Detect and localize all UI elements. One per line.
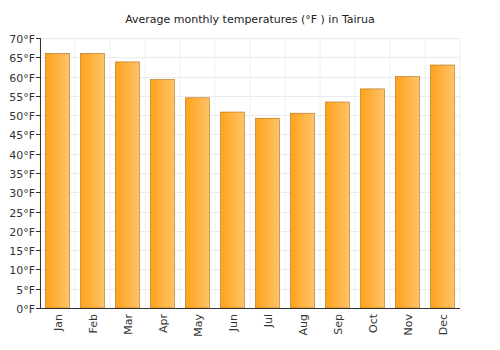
y-axis: [40, 38, 41, 308]
y-tick-label: 30°F: [9, 187, 35, 200]
y-tick-label: 35°F: [9, 168, 35, 181]
y-tick-label: 5°F: [16, 284, 35, 297]
y-tick-label: 20°F: [9, 226, 35, 239]
y-tick-label: 55°F: [9, 91, 35, 104]
y-tick: [36, 308, 40, 309]
x-tick-label: Jun: [227, 314, 240, 332]
x-tick-label: Apr: [157, 314, 170, 334]
x-tick-label: Jul: [262, 314, 275, 328]
bar: [326, 102, 350, 308]
y-tick: [36, 57, 40, 58]
y-tick-label: 10°F: [9, 264, 35, 277]
y-tick-label: 65°F: [9, 52, 35, 65]
y-tick: [36, 173, 40, 174]
x-tick-label: Feb: [87, 314, 100, 333]
x-tick-label: Mar: [122, 314, 135, 335]
y-tick: [36, 154, 40, 155]
bar: [46, 53, 70, 308]
x-tick-label: Aug: [297, 314, 310, 335]
bars: [46, 53, 455, 308]
y-tick-label: 0°F: [16, 303, 35, 316]
y-tick: [36, 250, 40, 251]
y-tick: [36, 231, 40, 232]
bar: [431, 65, 455, 308]
bar: [116, 62, 140, 308]
y-tick: [36, 38, 40, 39]
y-tick-label: 45°F: [9, 129, 35, 142]
bar: [396, 77, 420, 308]
x-tick-label: Dec: [437, 314, 450, 335]
y-tick-label: 15°F: [9, 245, 35, 258]
y-tick: [36, 77, 40, 78]
y-tick: [36, 134, 40, 135]
x-axis: [40, 308, 460, 309]
y-tick-label: 70°F: [9, 33, 35, 46]
grid-line: [40, 38, 460, 39]
bar: [256, 118, 280, 308]
y-tick: [36, 192, 40, 193]
x-tick-label: Nov: [402, 314, 415, 336]
x-tick-label: Jan: [52, 314, 65, 332]
y-tick: [36, 269, 40, 270]
y-tick-label: 50°F: [9, 110, 35, 123]
bar: [291, 113, 315, 308]
y-tick-label: 60°F: [9, 72, 35, 85]
bar: [81, 53, 105, 308]
y-tick: [36, 289, 40, 290]
y-tick: [36, 212, 40, 213]
x-tick-label: Oct: [367, 313, 380, 333]
bar: [221, 112, 245, 308]
y-tick: [36, 96, 40, 97]
y-tick-label: 25°F: [9, 207, 35, 220]
bar: [186, 98, 210, 308]
chart: Average monthly temperatures (°F ) in Ta…: [0, 0, 500, 350]
bar: [151, 80, 175, 308]
x-tick-label: May: [192, 314, 205, 337]
grid-line: [40, 308, 460, 309]
y-tick: [36, 115, 40, 116]
y-tick-label: 40°F: [9, 149, 35, 162]
x-tick-label: Sep: [332, 314, 345, 335]
title: Average monthly temperatures (°F ) in Ta…: [125, 13, 375, 26]
bar: [361, 89, 385, 308]
